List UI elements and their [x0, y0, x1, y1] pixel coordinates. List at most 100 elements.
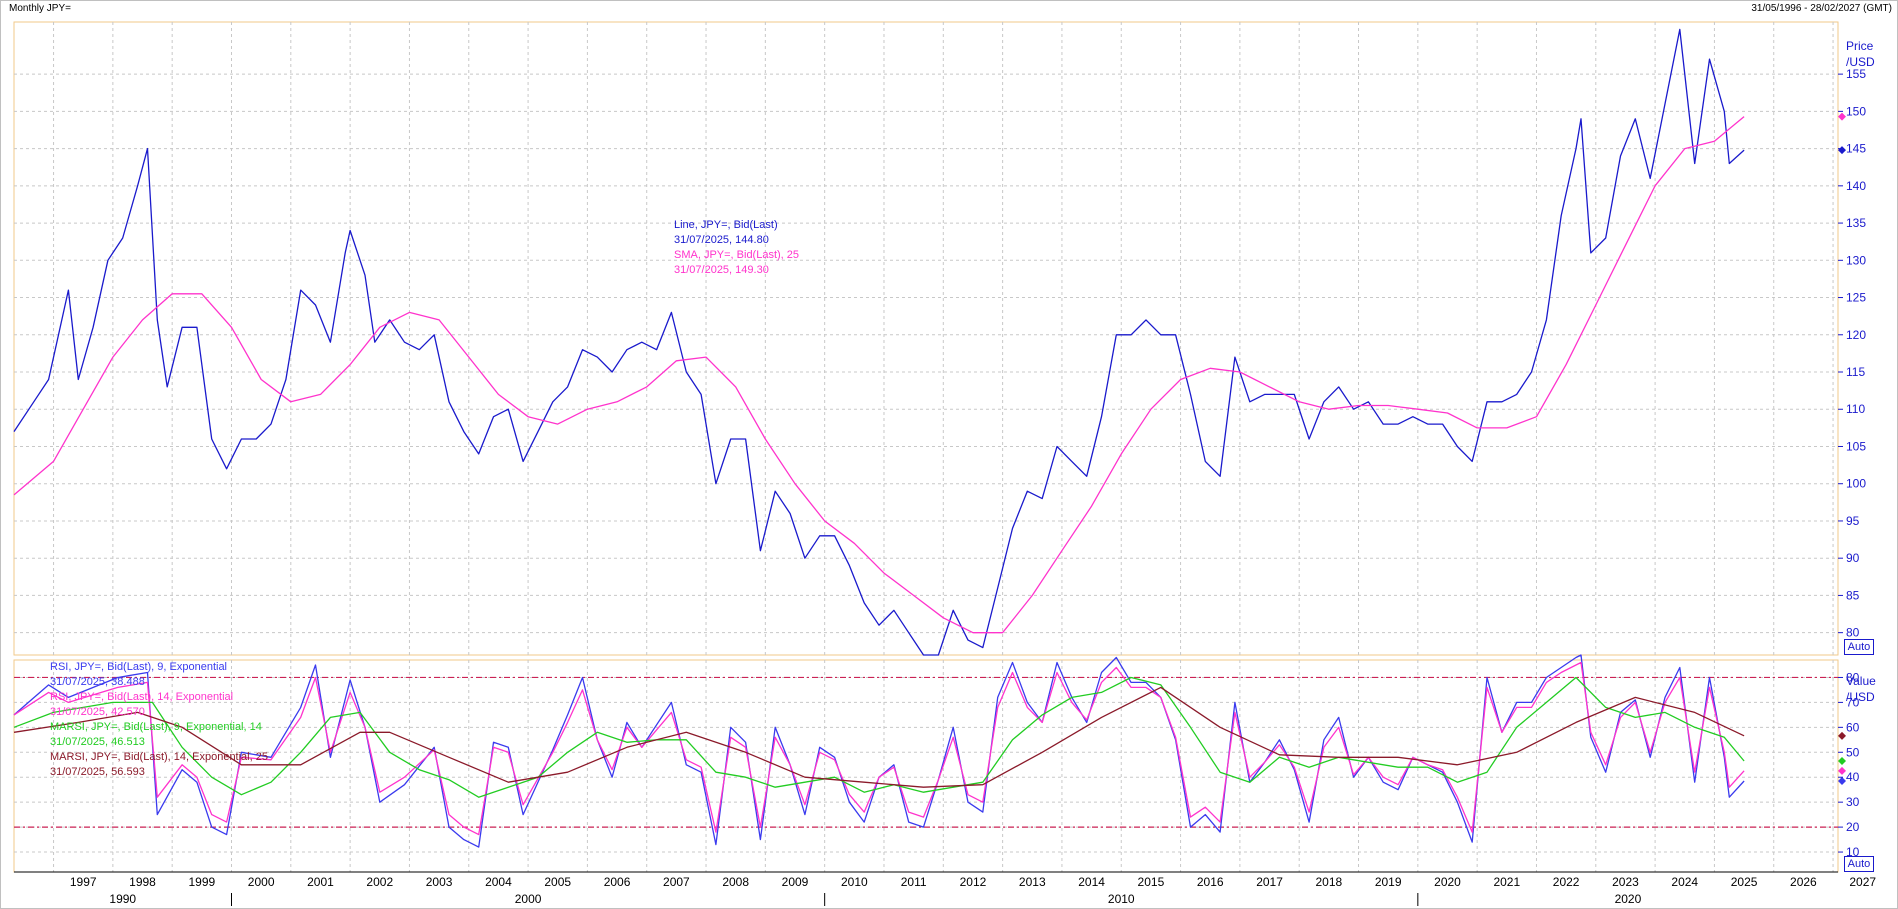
price-axis-unit: /USD: [1846, 55, 1875, 69]
price-axis-label: Price: [1846, 39, 1874, 53]
rsi9-series-last-marker: [1838, 776, 1846, 785]
year-label-2023: 2023: [1612, 875, 1639, 889]
tick-label-price-120: 120: [1846, 328, 1866, 342]
year-label-2016: 2016: [1197, 875, 1224, 889]
year-label-2010: 2010: [841, 875, 868, 889]
marsi9-series: [13, 676, 1745, 798]
price-series-sma: [13, 116, 1745, 634]
year-label-2024: 2024: [1671, 875, 1698, 889]
tick-label-rsi-20: 20: [1846, 820, 1860, 834]
tick-label-rsi-70: 70: [1846, 695, 1860, 709]
chart-instrument-title: Monthly JPY=: [9, 3, 71, 14]
legend-rsi14-name: RSI, JPY=, Bid(Last), 14, Exponential: [50, 691, 233, 703]
year-label-2019: 2019: [1375, 875, 1402, 889]
year-label-2015: 2015: [1138, 875, 1165, 889]
year-label-2013: 2013: [1019, 875, 1046, 889]
tick-label-price-95: 95: [1846, 514, 1860, 528]
year-label-2026: 2026: [1790, 875, 1817, 889]
rsi-panel-series: [13, 654, 1846, 848]
legend-marsi9-value: 31/07/2025, 46.513: [50, 736, 145, 748]
tick-label-price-155: 155: [1846, 67, 1866, 81]
decade-label-2000: 2000: [515, 892, 542, 906]
rsi14-series-last-marker: [1838, 766, 1846, 775]
year-label-1997: 1997: [70, 875, 97, 889]
tick-label-price-100: 100: [1846, 477, 1866, 491]
tick-label-rsi-80: 80: [1846, 670, 1860, 684]
tick-label-price-125: 125: [1846, 291, 1866, 305]
marsi14-series: [13, 686, 1745, 788]
price-auto-scale-button[interactable]: Auto: [1844, 639, 1874, 655]
price-panel-border: [13, 21, 1839, 656]
tick-label-price-105: 105: [1846, 439, 1866, 453]
year-label-2022: 2022: [1553, 875, 1580, 889]
price-legend: Line, JPY=, Bid(Last) 31/07/2025, 144.80…: [674, 219, 799, 276]
year-label-1999: 1999: [188, 875, 215, 889]
legend-marsi14-name: MARSI, JPY=, Bid(Last), 14, Exponential,…: [50, 751, 268, 763]
tick-label-rsi-50: 50: [1846, 745, 1860, 759]
tick-label-rsi-30: 30: [1846, 795, 1860, 809]
year-label-2020: 2020: [1434, 875, 1461, 889]
tick-label-price-135: 135: [1846, 216, 1866, 230]
marsi14-series-last-marker: [1838, 731, 1846, 740]
year-label-1998: 1998: [129, 875, 156, 889]
tick-label-rsi-10: 10: [1846, 845, 1860, 859]
price-series-line: [13, 28, 1745, 656]
year-label-2012: 2012: [960, 875, 987, 889]
chart-date-range: 31/05/1996 - 28/02/2027 (GMT): [1751, 3, 1892, 14]
rsi-axis-label: Value: [1846, 674, 1876, 688]
price-series-sma-last-marker: [1838, 112, 1846, 121]
year-label-2027: 2027: [1849, 875, 1876, 889]
year-label-2002: 2002: [366, 875, 393, 889]
rsi-auto-scale-button[interactable]: Auto: [1844, 856, 1874, 872]
legend-sma-value: 31/07/2025, 149.30: [674, 264, 769, 276]
price-panel-series: [13, 28, 1846, 656]
year-label-2011: 2011: [901, 875, 927, 889]
tick-label-price-85: 85: [1846, 588, 1860, 602]
tick-label-price-80: 80: [1846, 626, 1860, 640]
rsi14-series: [13, 661, 1745, 836]
year-label-2001: 2001: [307, 875, 334, 889]
year-label-2007: 2007: [663, 875, 690, 889]
price-panel-grid: [13, 21, 1839, 656]
legend-marsi14-value: 31/07/2025, 56.593: [50, 766, 145, 778]
tick-label-price-90: 90: [1846, 551, 1860, 565]
year-label-2018: 2018: [1316, 875, 1343, 889]
tick-label-rsi-40: 40: [1846, 770, 1860, 784]
year-label-2009: 2009: [782, 875, 809, 889]
year-label-2005: 2005: [544, 875, 571, 889]
legend-marsi9-name: MARSI, JPY=, Bid(Last), 9, Exponential, …: [50, 721, 262, 733]
marsi9-series-last-marker: [1838, 756, 1846, 765]
price-axis-ticks: 80 85 90 95 100 105 110 115 120 125 130 135 140 145 15…: [1838, 67, 1866, 640]
decade-label-2020: 2020: [1615, 892, 1642, 906]
year-label-2025: 2025: [1731, 875, 1758, 889]
legend-rsi9-name: RSI, JPY=, Bid(Last), 9, Exponential: [50, 661, 227, 673]
year-label-2017: 2017: [1256, 875, 1283, 889]
tick-label-price-145: 145: [1846, 142, 1866, 156]
tick-label-price-130: 130: [1846, 253, 1866, 267]
tick-label-price-110: 110: [1846, 402, 1865, 416]
year-label-2008: 2008: [722, 875, 749, 889]
year-label-2004: 2004: [485, 875, 512, 889]
tick-label-price-150: 150: [1846, 104, 1866, 118]
legend-rsi14-value: 31/07/2025, 42.570: [50, 706, 145, 718]
year-label-2021: 2021: [1493, 875, 1520, 889]
rsi-legend: RSI, JPY=, Bid(Last), 9, Exponential 31/…: [50, 661, 268, 778]
rsi9-series: [13, 654, 1745, 848]
year-label-2014: 2014: [1078, 875, 1105, 889]
rsi-axis-ticks: 10 20 30 40 50 60 70 80: [1838, 670, 1860, 859]
rsi-axis-unit: /USD: [1846, 690, 1875, 704]
time-axis: 1997 1998 1999 2000 2001 2002 2003 2004 2005 2006…: [14, 871, 1876, 906]
decade-label-2010: 2010: [1108, 892, 1135, 906]
decade-label-1990: 1990: [109, 892, 136, 906]
tick-label-price-115: 115: [1846, 365, 1865, 379]
tick-label-price-140: 140: [1846, 179, 1866, 193]
price-series-line-last-marker: [1838, 146, 1846, 155]
year-label-2006: 2006: [604, 875, 631, 889]
legend-line-value: 31/07/2025, 144.80: [674, 234, 769, 246]
tick-label-rsi-60: 60: [1846, 720, 1860, 734]
legend-line-name: Line, JPY=, Bid(Last): [674, 219, 778, 231]
legend-rsi9-value: 31/07/2025, 38.488: [50, 676, 145, 688]
year-label-2000: 2000: [248, 875, 275, 889]
legend-sma-name: SMA, JPY=, Bid(Last), 25: [674, 249, 799, 261]
